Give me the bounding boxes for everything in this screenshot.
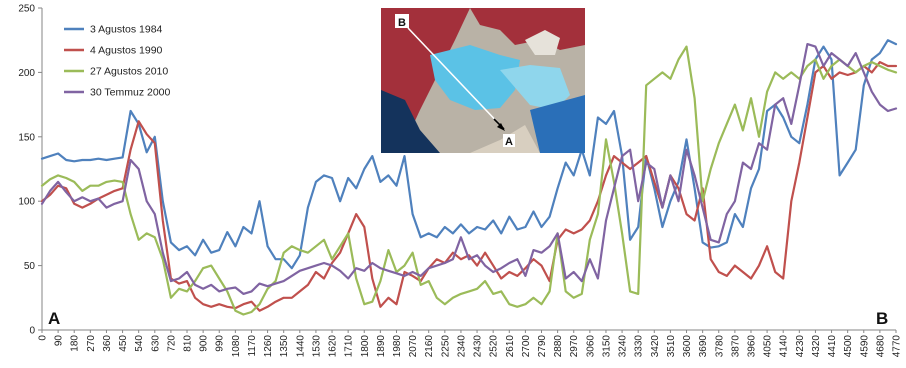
y-axis: 0 50 100 150 200 250 bbox=[18, 4, 42, 337]
series-line bbox=[40, 39, 898, 270]
x-tick-label: 2880 bbox=[553, 335, 564, 358]
x-tick-label: 4500 bbox=[843, 335, 854, 358]
inset-lagoon-east bbox=[500, 65, 570, 110]
x-tick-label: 2700 bbox=[521, 335, 532, 358]
x-tick-label: 2610 bbox=[505, 335, 516, 358]
x-tick-label: 90 bbox=[54, 335, 65, 347]
x-tick-label: 4050 bbox=[763, 335, 774, 358]
inset-transect-line bbox=[407, 27, 503, 128]
x-tick-label: 4320 bbox=[811, 335, 822, 358]
plot-frame bbox=[41, 8, 896, 331]
x-tick-label: 4680 bbox=[875, 335, 886, 358]
x-tick-label: 1980 bbox=[392, 335, 403, 358]
x-tick-label: 4590 bbox=[859, 335, 870, 358]
y-tick-label: 0 bbox=[29, 326, 35, 337]
x-tick-label: 3870 bbox=[730, 335, 741, 358]
series-line bbox=[40, 60, 898, 312]
x-tick-label: 1800 bbox=[360, 335, 371, 358]
series-layer bbox=[40, 39, 898, 316]
x-tick-label: 0 bbox=[38, 335, 49, 341]
series-line bbox=[40, 42, 898, 295]
legend: 3 Agustos 1984 4 Agustos 1990 27 Agustos 2… bbox=[64, 24, 171, 99]
x-tick-label: 720 bbox=[166, 335, 177, 352]
x-tick-label: 1350 bbox=[279, 335, 290, 358]
x-tick-label: 4140 bbox=[779, 335, 790, 358]
y-tick-label: 50 bbox=[24, 261, 36, 272]
inset-sea-west bbox=[381, 90, 440, 153]
inset-label-a: A bbox=[505, 136, 513, 148]
legend-label: 30 Temmuz 2000 bbox=[90, 87, 171, 99]
x-tick-label: 3060 bbox=[585, 335, 596, 358]
x-tick-label: 1170 bbox=[247, 335, 258, 357]
inset-arrowhead-icon bbox=[497, 123, 505, 131]
x-tick-label: 2070 bbox=[408, 335, 419, 358]
x-tick-label: 1620 bbox=[328, 335, 339, 358]
x-tick-label: 810 bbox=[183, 335, 194, 352]
x-tick-label: 4770 bbox=[892, 335, 903, 358]
x-tick-label: 4230 bbox=[795, 335, 806, 358]
legend-label: 3 Agustos 1984 bbox=[90, 24, 163, 36]
x-tick-label: 2970 bbox=[569, 335, 580, 358]
x-tick-label: 1530 bbox=[311, 335, 322, 358]
y-tick-label: 250 bbox=[18, 4, 35, 15]
inset-label-b-box bbox=[395, 14, 409, 28]
x-tick-label: 2520 bbox=[489, 335, 500, 358]
x-tick-label: 180 bbox=[70, 335, 81, 352]
x-tick-label: 990 bbox=[215, 335, 226, 352]
x-tick-label: 2250 bbox=[440, 335, 451, 358]
x-tick-label: 3240 bbox=[618, 335, 629, 358]
satellite-inset-image: B A bbox=[381, 8, 585, 153]
x-tick-label: 3690 bbox=[698, 335, 709, 358]
x-tick-label: 2790 bbox=[537, 335, 548, 358]
x-tick-label: 1260 bbox=[263, 335, 274, 358]
inset-label-a-box bbox=[503, 134, 515, 147]
inset-lagoon bbox=[430, 45, 520, 110]
x-tick-label: 450 bbox=[118, 335, 129, 352]
x-tick-label: 3960 bbox=[746, 335, 757, 358]
x-tick-label: 3510 bbox=[666, 335, 677, 358]
inset-sea-east bbox=[530, 95, 585, 153]
x-tick-label: 2160 bbox=[424, 335, 435, 358]
end-label-start: A bbox=[48, 309, 60, 328]
x-tick-label: 1890 bbox=[376, 335, 387, 358]
x-tick-label: 3150 bbox=[601, 335, 612, 358]
inset-label-b: B bbox=[398, 17, 406, 29]
x-tick-label: 4410 bbox=[827, 335, 838, 358]
x-tick-label: 2340 bbox=[456, 335, 467, 358]
x-tick-label: 360 bbox=[102, 335, 113, 352]
x-tick-label: 1440 bbox=[295, 335, 306, 358]
y-tick-label: 200 bbox=[18, 68, 35, 79]
x-axis: 0 90 180 270 360 450 540 630 720 810 900 990 1080 117… bbox=[38, 330, 903, 357]
y-tick-label: 150 bbox=[18, 132, 35, 143]
x-tick-label: 3330 bbox=[634, 335, 645, 358]
x-tick-label: 3600 bbox=[682, 335, 693, 358]
x-tick-label: 270 bbox=[86, 335, 97, 352]
x-tick-label: 3780 bbox=[714, 335, 725, 358]
end-label-end: B bbox=[876, 309, 888, 328]
x-tick-label: 900 bbox=[199, 335, 210, 352]
x-tick-label: 1710 bbox=[344, 335, 355, 358]
series-line bbox=[40, 45, 898, 316]
x-tick-label: 540 bbox=[134, 335, 145, 352]
x-tick-label: 1080 bbox=[231, 335, 242, 358]
inset-bright-patch bbox=[525, 30, 560, 55]
legend-label: 4 Agustos 1990 bbox=[90, 45, 163, 57]
x-tick-label: 630 bbox=[150, 335, 161, 352]
legend-label: 27 Agustos 2010 bbox=[90, 66, 168, 78]
y-tick-label: 100 bbox=[18, 197, 35, 208]
x-tick-label: 3420 bbox=[650, 335, 661, 358]
x-tick-label: 2430 bbox=[473, 335, 484, 358]
